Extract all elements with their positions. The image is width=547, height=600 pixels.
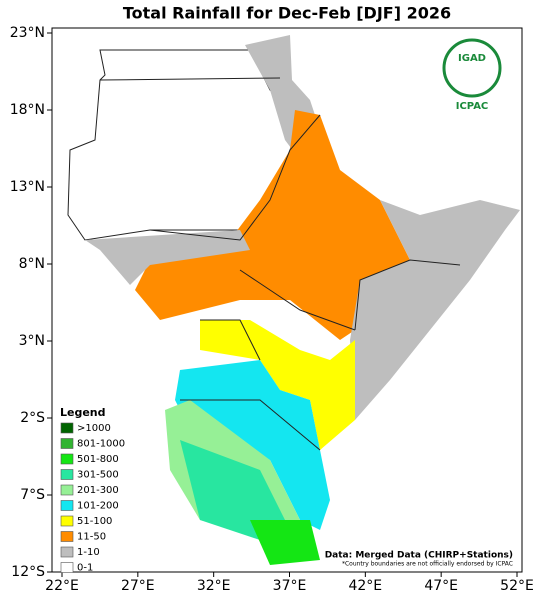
legend-title: Legend <box>60 406 106 419</box>
legend-label: 101-200 <box>77 501 119 512</box>
lat-tick-label: 2°S <box>20 410 45 426</box>
lon-tick-label: 32°E <box>197 578 231 594</box>
lat-tick-label: 13°N <box>10 179 45 195</box>
logo-ring <box>442 38 502 98</box>
legend-swatch <box>60 531 74 542</box>
lon-tick-label: 52°E <box>500 578 534 594</box>
lon-tick-label: 27°E <box>121 578 155 594</box>
lon-tick-label: 22°E <box>45 578 79 594</box>
map-title: Total Rainfall for Dec-Feb [DJF] 2026 <box>123 4 451 23</box>
legend-swatch <box>60 453 74 465</box>
lat-tick-label: 7°S <box>20 487 45 503</box>
lat-tick-label: 23°N <box>10 25 45 41</box>
lat-tick-label: 18°N <box>10 102 45 118</box>
lon-tick-label: 37°E <box>273 578 307 594</box>
data-source: Data: Merged Data (CHIRP+Stations) <box>325 551 513 561</box>
footnote: *Country boundaries are not officially e… <box>342 561 513 568</box>
legend-label: 1-10 <box>77 547 100 558</box>
legend-swatch <box>60 422 74 434</box>
lat-tick-label: 8°N <box>19 256 45 272</box>
country-boundaries <box>99 77 461 451</box>
legend-label: 11-50 <box>77 532 106 543</box>
legend-swatch <box>60 500 74 511</box>
legend-label: >1000 <box>77 423 111 434</box>
legend-label: 201-300 <box>77 485 119 496</box>
legend-swatch <box>60 484 74 496</box>
legend-swatch <box>60 515 74 527</box>
legend-label: 801-1000 <box>77 439 125 450</box>
legend-label: 51-100 <box>77 516 112 527</box>
legend-label: 0-1 <box>77 563 93 574</box>
lat-tick-label: 12°S <box>11 564 45 580</box>
legend-swatch <box>60 469 74 480</box>
logo-name: IGAD <box>458 53 486 64</box>
legend-label: 301-500 <box>77 470 119 481</box>
logo-org: ICPAC <box>456 101 489 112</box>
legend-label: 501-800 <box>77 454 119 465</box>
lon-tick-label: 42°E <box>348 578 382 594</box>
legend-swatch <box>60 546 74 558</box>
lat-tick-label: 3°N <box>19 333 45 349</box>
logo: IGAD ICPAC <box>442 38 502 112</box>
legend-swatch <box>60 562 74 573</box>
rainfall-regions <box>67 35 520 565</box>
legend-swatch <box>60 438 74 449</box>
lon-tick-label: 47°E <box>424 578 458 594</box>
